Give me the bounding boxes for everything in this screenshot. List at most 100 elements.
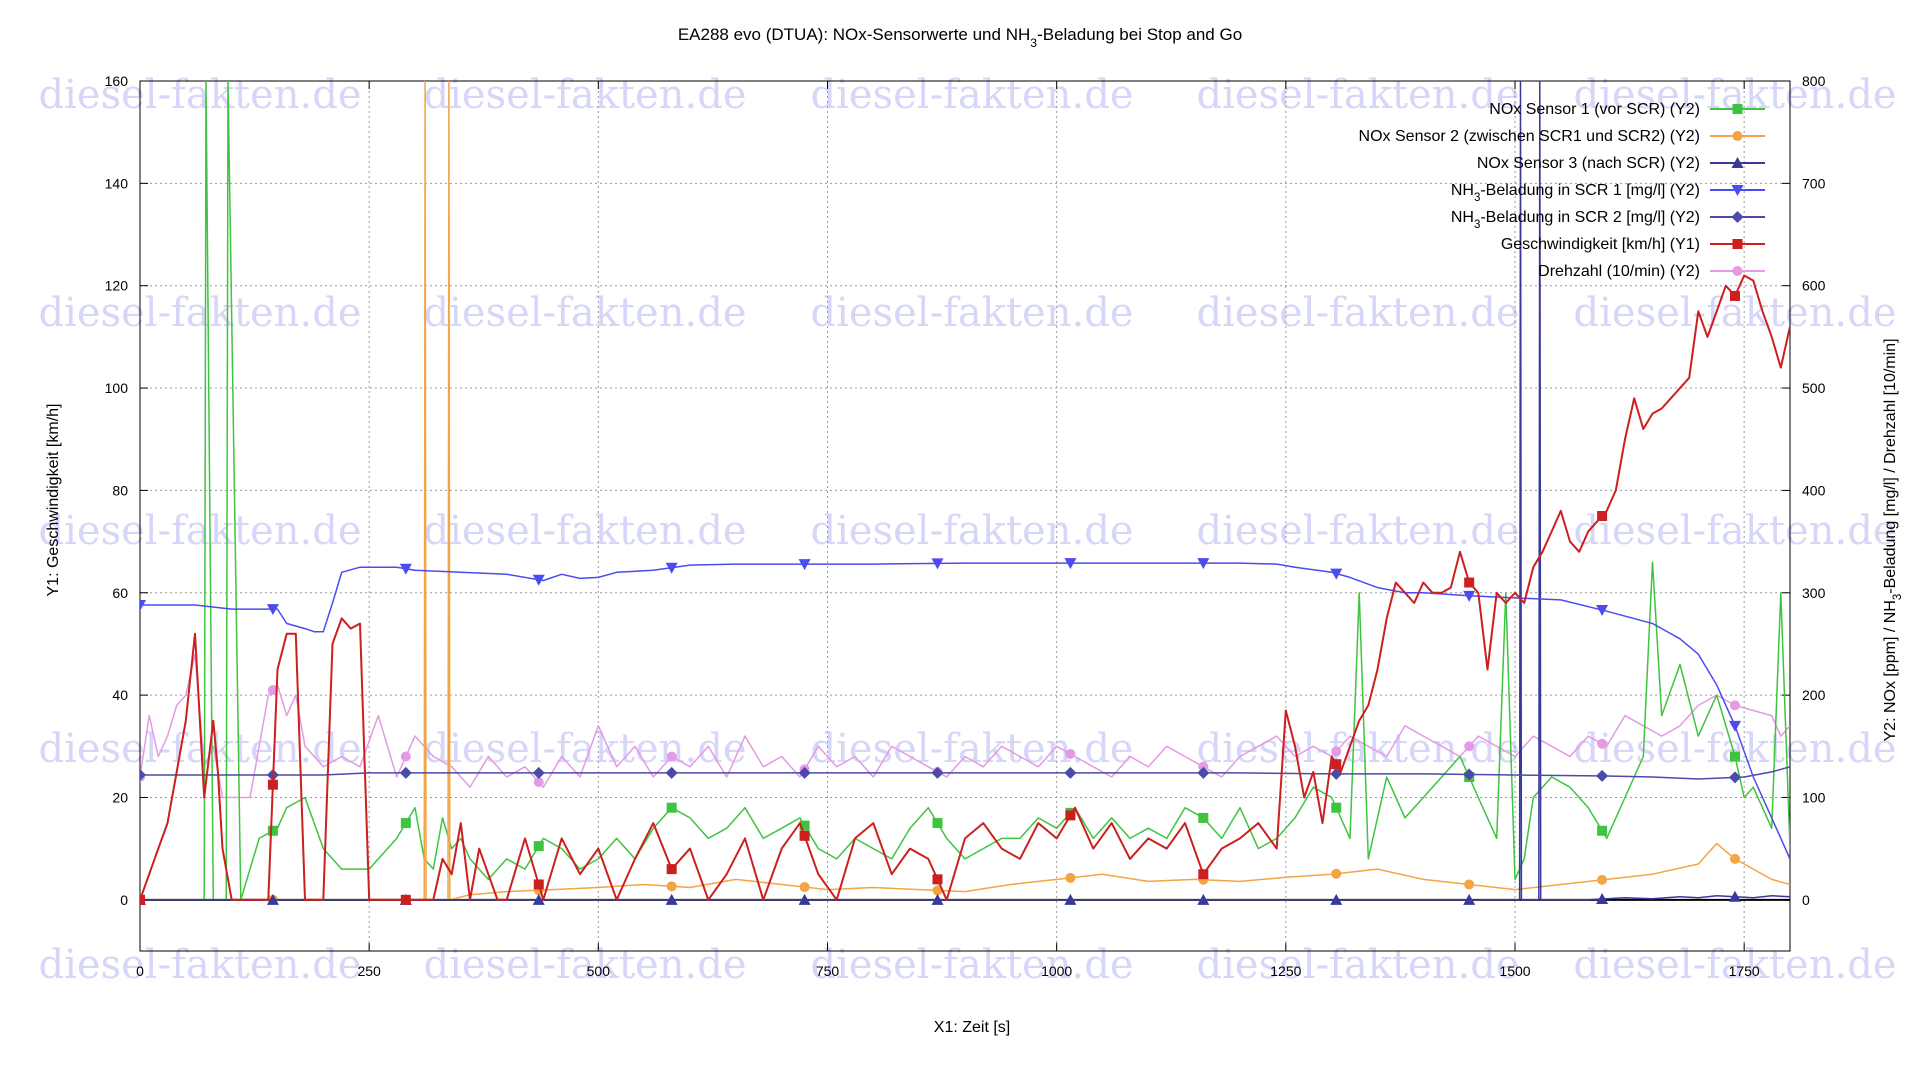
- series-5-line: [140, 274, 1790, 901]
- watermark-text: diesel-fakten.de: [424, 508, 747, 554]
- legend-swatch-marker: [1732, 239, 1743, 249]
- watermark-text: diesel-fakten.de: [811, 290, 1134, 336]
- watermark-text: diesel-fakten.de: [39, 290, 362, 336]
- series-4-line: [140, 766, 1790, 780]
- x-tick-label: 500: [587, 963, 611, 979]
- series-2-point: [1729, 890, 1741, 902]
- y1-tick-label: 100: [105, 380, 129, 396]
- series-6-point: [1065, 748, 1076, 759]
- axis-ticks: 0 250 500 750 1000 1250 1500 175002040608010012…: [105, 73, 1826, 979]
- series-6-point: [400, 751, 411, 762]
- y1-axis-label: Y1: Geschwindigkeit [km/h]: [45, 404, 62, 597]
- series-6-point: [267, 685, 278, 695]
- series-0-point: [932, 818, 943, 829]
- y2-tick-label: 300: [1802, 585, 1826, 601]
- y1-tick-label: 80: [112, 482, 128, 498]
- legend-label: NOx Sensor 2 (zwischen SCR1 und SCR2) (Y…: [1359, 128, 1700, 145]
- series-5-point: [1065, 810, 1076, 821]
- series-2-point: [1197, 893, 1210, 905]
- series-1-point: [1065, 872, 1076, 883]
- series-2-point: [665, 893, 678, 905]
- legend-swatch-marker: [1732, 104, 1743, 114]
- series-1-point: [666, 881, 677, 892]
- series-3-point: [1064, 558, 1077, 570]
- series-3-point: [1197, 558, 1210, 570]
- series-4-point: [1064, 766, 1077, 779]
- series-3-point: [1729, 720, 1741, 732]
- y2-tick-label: 800: [1802, 73, 1826, 89]
- series-3-point: [532, 574, 545, 586]
- series-2-point: [1463, 893, 1476, 905]
- legend-swatch-marker: [1731, 185, 1744, 196]
- series-6-point: [1331, 746, 1342, 757]
- subscript: 3: [1474, 219, 1480, 231]
- series-1-point: [1331, 868, 1342, 879]
- watermark-text: diesel-fakten.de: [1574, 942, 1897, 988]
- series-4-point: [1729, 771, 1741, 784]
- series-2-point: [1596, 893, 1609, 905]
- plot-border: [139, 80, 1791, 952]
- series-5-point: [1597, 511, 1608, 521]
- chart-title: EA288 evo (DTUA): NOx-Sensorwerte und NH…: [678, 25, 1242, 50]
- x-tick-label: 1000: [1041, 963, 1072, 979]
- watermark-text: diesel-fakten.de: [1574, 508, 1897, 554]
- series-2-point: [798, 893, 811, 905]
- legend-label: Geschwindigkeit [km/h] (Y1): [1501, 236, 1700, 253]
- series-1-point: [799, 882, 810, 893]
- legend-swatch-marker: [1731, 157, 1744, 168]
- series-5-point: [533, 879, 544, 890]
- series-3-point: [931, 558, 944, 570]
- series-3-line: [140, 562, 1790, 860]
- series-5-point: [1730, 290, 1740, 301]
- series-4-point: [399, 766, 412, 779]
- series-0-point: [1331, 802, 1342, 813]
- series-2-point: [931, 893, 944, 905]
- watermark-text: diesel-fakten.de: [811, 508, 1134, 554]
- series-5-point: [267, 779, 278, 790]
- watermark-text: diesel-fakten.de: [1197, 290, 1520, 336]
- legend-label: Drehzahl (10/min) (Y2): [1538, 263, 1700, 280]
- series-0-point: [1730, 751, 1740, 762]
- series-0-point: [267, 825, 278, 836]
- series-6-point: [1597, 738, 1608, 749]
- series-5-point: [140, 894, 145, 905]
- series-1-line: [140, 81, 1790, 901]
- series-6-point: [533, 777, 544, 788]
- watermark-text: diesel-fakten.de: [811, 726, 1134, 772]
- y1-tick-label: 60: [112, 585, 128, 601]
- y2-tick-label: 400: [1802, 482, 1826, 498]
- y2-tick-label: 700: [1802, 175, 1826, 191]
- series-6-line: [140, 653, 1790, 799]
- series-4-point: [140, 768, 146, 781]
- watermark-text: diesel-fakten.de: [39, 72, 362, 118]
- series-5-point: [1198, 869, 1209, 880]
- watermark-text: diesel-fakten.de: [811, 942, 1134, 988]
- y2-axis-label: Y2: NOx [ppm] / NH3-Beladung [mg/l] / Dr…: [1882, 338, 1904, 741]
- watermark-text: diesel-fakten.de: [811, 72, 1134, 118]
- legend-label: NOx Sensor 1 (vor SCR) (Y2): [1489, 101, 1700, 118]
- series-3-point: [665, 562, 678, 574]
- series-0-point: [666, 802, 677, 813]
- series-4-point: [931, 766, 944, 779]
- series-1-point: [1464, 879, 1475, 890]
- watermark-text: diesel-fakten.de: [1574, 726, 1897, 772]
- series-2-point: [1064, 893, 1077, 905]
- legend: NOx Sensor 1 (vor SCR) (Y2) NOx Sensor 2 …: [1359, 101, 1765, 280]
- x-tick-label: 1500: [1499, 963, 1530, 979]
- y1-tick-label: 0: [120, 892, 128, 908]
- watermark-text: diesel-fakten.de: [1197, 72, 1520, 118]
- y1-tick-label: 120: [105, 278, 129, 294]
- series-4-point: [665, 766, 678, 779]
- watermark-text: diesel-fakten.de: [424, 72, 747, 118]
- series-5-point: [1331, 759, 1342, 770]
- series-0-point: [1198, 812, 1209, 823]
- y1-tick-label: 160: [105, 73, 129, 89]
- x-tick-label: 0: [136, 963, 144, 979]
- series-2-point: [532, 893, 545, 905]
- legend-label: NOx Sensor 3 (nach SCR) (Y2): [1477, 155, 1700, 172]
- series-5-point: [799, 830, 810, 841]
- series-0-line: [140, 81, 1790, 901]
- series-3-point: [1330, 568, 1343, 580]
